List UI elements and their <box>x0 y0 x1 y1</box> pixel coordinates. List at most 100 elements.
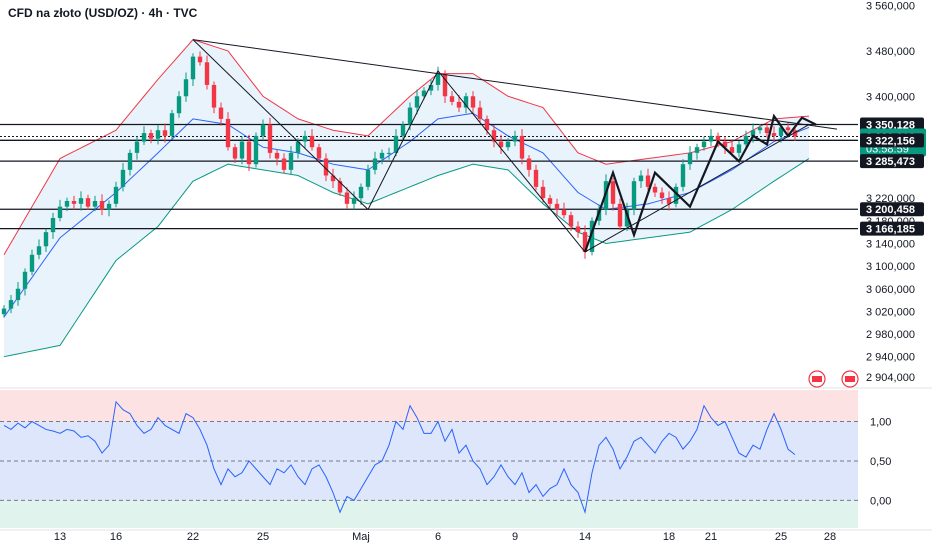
time-axis-tick-label: 22 <box>187 531 199 543</box>
candle-body <box>218 107 224 119</box>
candle-body <box>792 130 798 137</box>
time-axis-tick-label: 9 <box>512 531 518 543</box>
candle-body <box>134 141 140 153</box>
candle-body <box>435 73 441 85</box>
candle-body <box>330 175 336 182</box>
bollinger-lower-line <box>3 158 810 358</box>
candle-body <box>246 141 252 165</box>
candle-body <box>50 217 56 233</box>
price-axis-tick-label: 3 020,000 <box>866 306 915 318</box>
candle-body <box>729 147 735 153</box>
candle-body <box>232 147 238 159</box>
candle-body <box>645 175 651 187</box>
price-axis-tick-label: 3 220,000 <box>866 193 915 205</box>
candle-body <box>309 135 315 148</box>
candle-body <box>708 135 714 142</box>
candle-body <box>526 158 532 170</box>
candle-body <box>624 209 630 227</box>
zigzag-pattern-line[interactable] <box>583 113 817 253</box>
candle-body <box>589 220 595 252</box>
us-event-flag-icon <box>812 376 822 382</box>
time-axis-tick-label: 6 <box>435 531 441 543</box>
candle-body <box>176 96 182 114</box>
candle-body <box>1 308 7 315</box>
candle-body <box>750 130 756 136</box>
level-price-badge <box>860 133 924 148</box>
candle-body <box>372 158 378 170</box>
candle-body <box>512 135 518 142</box>
candle-body <box>533 169 539 187</box>
time-axis-tick-label: 25 <box>775 531 787 543</box>
candle-body <box>673 186 679 204</box>
candle-body <box>778 127 784 136</box>
candle-body <box>358 186 364 199</box>
candle-body <box>561 209 567 216</box>
candle-body <box>421 90 427 97</box>
candle-body <box>659 192 665 199</box>
candle-body <box>225 118 231 148</box>
trendline[interactable] <box>192 39 369 210</box>
time-axis-tick-label: 21 <box>705 531 717 543</box>
price-axis-tick-label: 3 060,000 <box>866 284 915 296</box>
time-axis-tick-label: 18 <box>663 531 675 543</box>
oscillator-lower-zone <box>0 500 858 528</box>
bollinger-upper-line <box>3 39 810 256</box>
price-axis-tick-label: 3 100,000 <box>866 261 915 273</box>
candle-body <box>162 130 168 136</box>
candle-body <box>477 107 483 119</box>
level-price-label: 3 166,185 <box>866 224 915 236</box>
candle-body <box>582 232 588 252</box>
candle-body <box>295 141 301 153</box>
time-axis-tick-label: 28 <box>824 531 836 543</box>
candle-body <box>463 96 469 108</box>
price-axis-tick-label: 2 980,000 <box>866 329 915 341</box>
candle-body <box>617 203 623 227</box>
candle-body <box>386 152 392 154</box>
candle-body <box>442 73 448 97</box>
candle-body <box>64 200 70 207</box>
candle-body <box>407 107 413 125</box>
trendline[interactable] <box>192 39 838 130</box>
candle-body <box>204 62 210 85</box>
candle-body <box>302 135 308 142</box>
candle-body <box>764 127 770 134</box>
candle-body <box>260 124 266 136</box>
candle-body <box>379 152 385 159</box>
candle-body <box>351 198 357 204</box>
candle-body <box>631 181 637 210</box>
candle-body <box>106 203 112 210</box>
candle-body <box>785 127 791 131</box>
candle-body <box>484 118 490 131</box>
candle-body <box>22 271 28 289</box>
price-axis-tick-label: 3 480,000 <box>866 46 915 58</box>
candle-body <box>687 152 693 165</box>
candle-body <box>715 135 721 142</box>
bollinger-fill <box>4 39 809 357</box>
candle-body <box>491 130 497 142</box>
candle-body <box>505 141 511 148</box>
level-price-label: 3 285,473 <box>866 156 915 168</box>
candle-body <box>449 96 455 102</box>
candle-body <box>519 135 525 159</box>
oscillator-axis-tick-label: 1,00 <box>870 417 891 429</box>
chart-title: CFD na złoto (USD/OZ) · 4h · TVC <box>8 6 198 20</box>
oscillator-upper-zone <box>0 390 858 422</box>
candle-body <box>428 84 434 91</box>
candle-body <box>610 181 616 204</box>
trendline[interactable] <box>367 70 439 210</box>
candle-body <box>127 152 133 170</box>
oscillator-line <box>3 400 796 515</box>
candle-body <box>78 198 84 204</box>
candle-body <box>281 158 287 170</box>
candle-body <box>757 127 763 131</box>
candle-body <box>323 158 329 176</box>
level-price-badge <box>860 154 924 169</box>
price-axis-tick-label: 2 940,000 <box>866 352 915 364</box>
oscillator-axis-tick-label: 0,50 <box>870 456 891 468</box>
candle-body <box>8 300 14 309</box>
candle-body <box>701 141 707 148</box>
price-axis-tick-label: 3 400,000 <box>866 91 915 103</box>
candle-body <box>29 254 35 272</box>
trendline[interactable] <box>437 70 586 253</box>
